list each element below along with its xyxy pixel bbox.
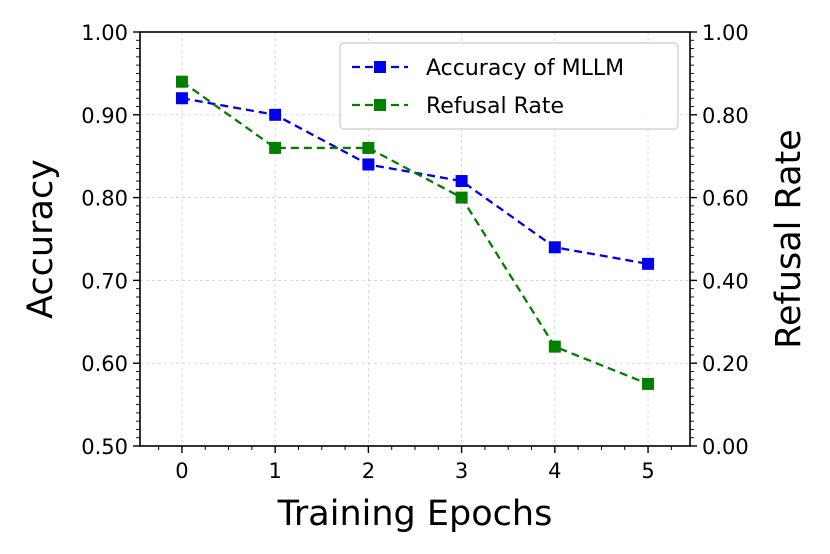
series-2-line: [181, 80, 649, 385]
legend-marker-1: [374, 61, 386, 73]
right-y-tick-label: 0.60: [702, 187, 749, 211]
x-tick-label: 0: [175, 459, 188, 483]
right-y-tick-label: 0.00: [702, 435, 749, 459]
x-tick-label: 2: [362, 459, 375, 483]
left-y-tick-label: 0.80: [81, 187, 128, 211]
left-y-tick-label: 1.00: [81, 21, 128, 45]
right-y-tick-label: 0.40: [702, 269, 749, 293]
series-1-marker: [175, 92, 188, 105]
left-y-tick-label: 0.60: [81, 352, 128, 376]
legend-marker-2: [374, 99, 386, 111]
series-2-marker: [642, 377, 655, 390]
x-tick-label: 1: [268, 459, 281, 483]
x-tick-label: 4: [548, 459, 561, 483]
series-2-marker: [548, 340, 561, 353]
x-tick-label: 3: [455, 459, 468, 483]
right-y-tick-label: 1.00: [702, 21, 749, 45]
series-1-marker: [269, 108, 282, 121]
x-axis-title: Training Epochs: [277, 494, 553, 534]
series-1-marker: [455, 175, 468, 188]
series-2-marker: [455, 191, 468, 204]
left-y-tick-label: 0.70: [81, 269, 128, 293]
left-y-axis-title: Accuracy: [21, 159, 61, 319]
legend-label-1: Accuracy of MLLM: [426, 56, 624, 81]
series-2-marker: [269, 141, 282, 154]
series-2-marker: [362, 141, 375, 154]
legend-entries: Accuracy of MLLM Refusal Rate: [352, 56, 624, 119]
legend-box: [339, 42, 679, 130]
series-1-marker: [548, 241, 561, 254]
right-y-tick-label: 0.80: [702, 104, 749, 128]
legend: Accuracy of MLLM Refusal Rate: [339, 42, 679, 130]
series-1-marker: [642, 257, 655, 270]
left-y-tick-label: 0.90: [81, 104, 128, 128]
right-y-axis-title: Refusal Rate: [769, 129, 809, 349]
right-y-tick-label: 0.20: [702, 352, 749, 376]
series-1-marker: [362, 158, 375, 171]
legend-label-2: Refusal Rate: [426, 94, 564, 119]
series-2-marker: [175, 75, 188, 88]
tick-labels: 0 1 2 3 4 5 0.50 0.60 0.70 0.80 0.90 1.00 0.00 0.20 0.…: [81, 21, 749, 483]
plot-frame: [139, 31, 691, 447]
data-series: [175, 75, 655, 390]
x-tick-label: 5: [641, 459, 654, 483]
series-2: [175, 75, 655, 390]
left-y-tick-label: 0.50: [81, 435, 128, 459]
